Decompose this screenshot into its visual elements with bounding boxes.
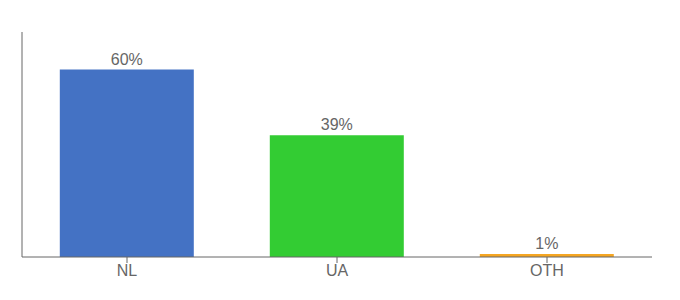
svg-text:60%: 60%	[111, 51, 143, 68]
svg-text:NL: NL	[117, 262, 138, 279]
svg-text:UA: UA	[326, 262, 349, 279]
svg-text:OTH: OTH	[530, 262, 564, 279]
svg-text:39%: 39%	[321, 116, 353, 133]
svg-text:1%: 1%	[535, 235, 558, 252]
